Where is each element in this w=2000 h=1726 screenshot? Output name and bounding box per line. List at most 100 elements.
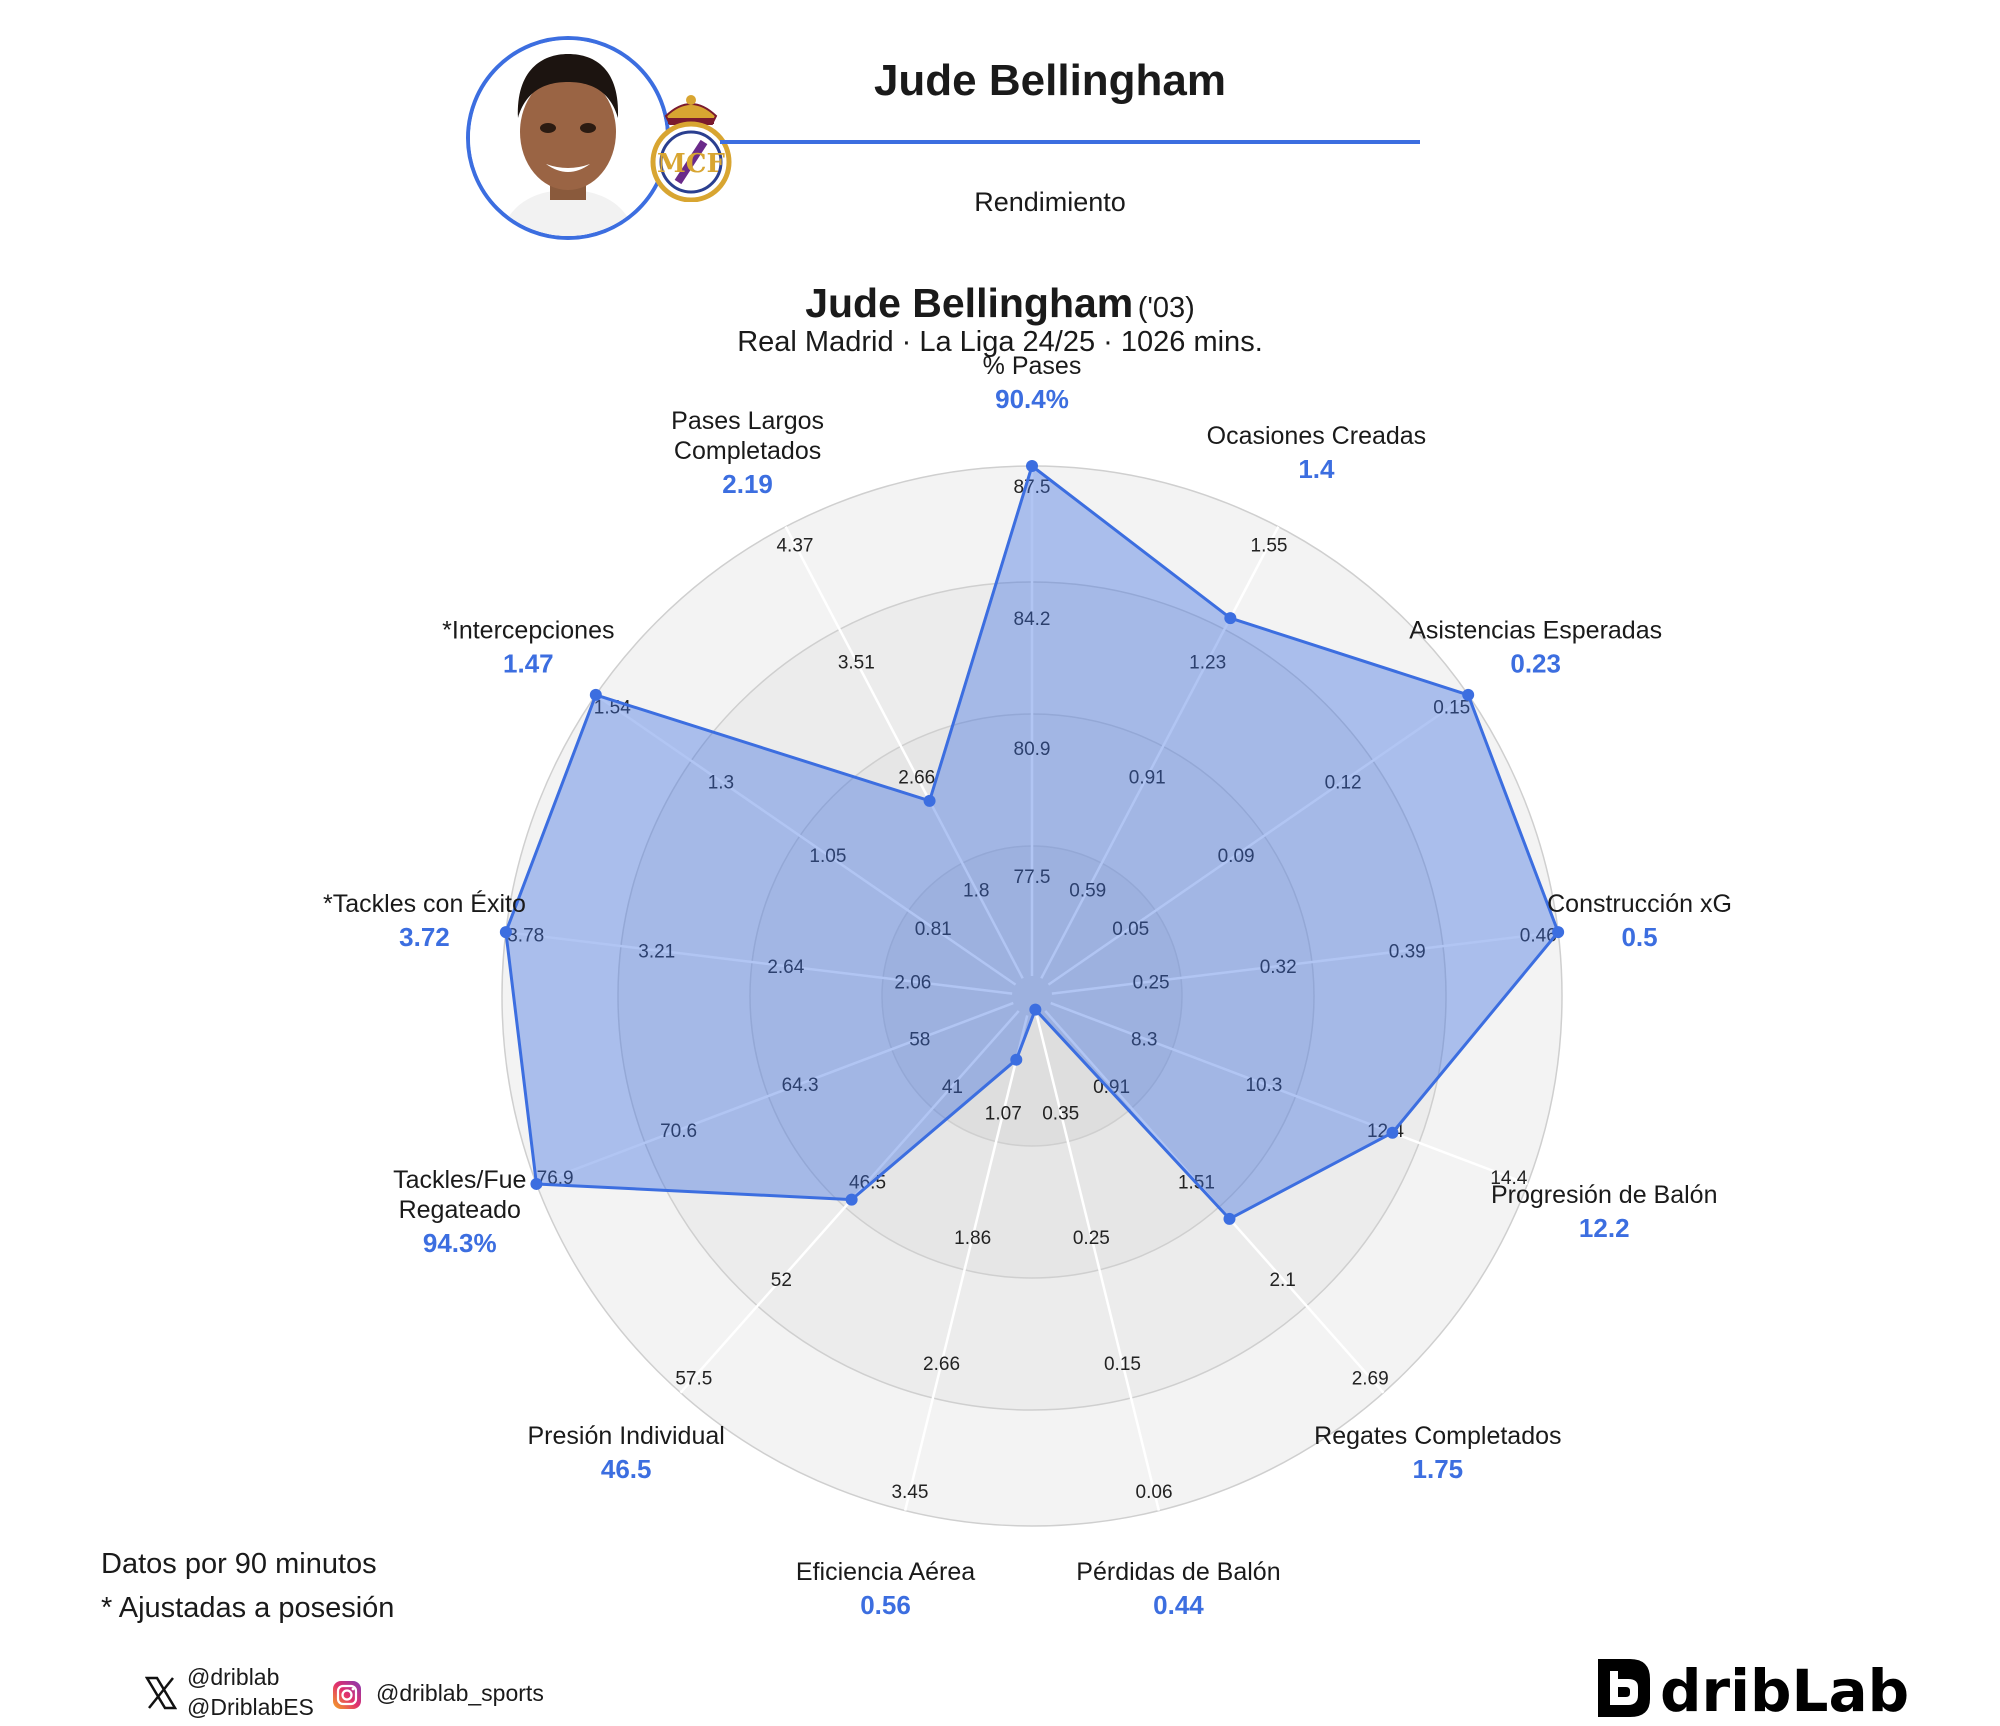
radar-tick-label: 2.06 [894,973,931,994]
radar-tick-label: 3.21 [638,941,675,962]
radar-tick-label: 4.37 [776,535,813,556]
radar-spoke [1047,693,1469,986]
radar-metric-label: Ocasiones Creadas [1207,422,1427,450]
radar-tick-label: 1.05 [809,846,846,867]
instagram-handle: @driblab_sports [376,1680,544,1706]
radar-tick-label: 0.09 [1218,846,1255,867]
radar-tick-label: 2.64 [767,957,804,978]
radar-metric-value: 94.3% [423,1228,497,1258]
radar-tick-label: 3.51 [838,652,875,673]
radar-value-area [504,464,1560,1221]
radar-spoke [1051,930,1559,995]
radar-metric-value: 3.72 [399,922,450,952]
radar-tick-label: 0.46 [1520,926,1557,947]
radar-spoke [903,1015,1029,1511]
radar-metric-value: 0.44 [1153,1590,1204,1620]
radar-point [923,794,936,807]
radar-tick-label: 1.23 [1189,652,1226,673]
radar-tick-label: 0.32 [1260,957,1297,978]
header-subtitle: Rendimiento [974,187,1126,217]
radar-tick-label: 57.5 [675,1369,712,1390]
radar-tick-label: 3.45 [891,1482,928,1503]
radar-spoke [505,930,1013,995]
radar-metric-label: Tackles/Fue [393,1166,526,1194]
radar-tick-label: 0.15 [1104,1354,1141,1375]
radar-metric-value: 0.23 [1510,648,1561,678]
radar-tick-label: 2.66 [898,767,935,788]
radar-tick-label: 0.35 [1042,1104,1079,1125]
radar-tick-label: 2.1 [1269,1270,1295,1291]
radar-value-points [499,460,1565,1225]
radar-tick-label: 14.4 [1490,1168,1527,1189]
radar-tick-label: 1.86 [954,1228,991,1249]
chart-subtitle: Real Madrid · La Liga 24/25 · 1026 mins. [737,326,1263,358]
radar-metric-label: Regates Completados [1314,1422,1561,1450]
radar-point [589,688,602,701]
radar-metric-value: 46.5 [601,1454,652,1484]
chart-title-name: Jude Bellingham [805,280,1134,326]
radar-tick-label: 0.91 [1129,767,1166,788]
radar-spoke [1040,526,1280,979]
radar-spoke [1035,1015,1161,1511]
radar-tick-label: 84.2 [1014,609,1051,630]
radar-metric-value: 1.47 [503,648,554,678]
radar-point [530,1177,543,1190]
radar-metric-label: *Tackles con Éxito [323,889,526,918]
radar-metric-value: 1.75 [1413,1454,1464,1484]
radar-tick-label: 1.07 [985,1104,1022,1125]
radar-metric-label: Pases Largos [671,407,824,435]
radar-tick-label: 0.59 [1069,881,1106,902]
radar-metric-value: 90.4% [995,384,1069,414]
radar-tick-label: 10.3 [1245,1075,1282,1096]
note-possession: * Ajustadas a posesión [101,1592,395,1624]
brand-wordmark: dribLab [1660,1657,1909,1721]
radar-spoke [535,1001,1014,1186]
radar-metric-labels: % Pases 90.4% Ocasiones Creadas 1.4 Asistenc… [323,352,1732,1620]
radar-point [1552,926,1565,939]
chart-title: Jude Bellingham ('03) [500,280,1500,327]
svg-text:MCF: MCF [657,149,725,179]
radar-spoke [595,693,1017,986]
radar-tick-label: 41 [942,1077,963,1098]
radar-tick-label: 0.05 [1112,919,1149,940]
radar-point [845,1193,858,1206]
radar-tick-label: 0.12 [1325,772,1362,793]
radar-tick-label: 64.3 [782,1075,819,1096]
x-logo-icon [145,1676,177,1710]
radar-tick-label: 0.25 [1133,973,1170,994]
radar-metric-label: Pérdidas de Balón [1076,1558,1280,1586]
radar-tick-label: 1.3 [708,772,734,793]
radar-spoke [1050,1001,1529,1186]
radar-point [1224,612,1237,625]
radar-grid-rings [501,465,1563,1527]
radar-tick-label: 0.81 [915,919,952,940]
radar-point [499,926,512,939]
radar-metric-label: % Pases [983,352,1082,380]
player-avatar [466,36,670,240]
radar-tick-label: 0.06 [1136,1482,1173,1503]
x-handle-primary: @driblab [187,1664,280,1690]
real-madrid-crest-icon: MCF [650,95,732,202]
radar-tick-label: 3.78 [507,926,544,947]
driblab-logo-icon: dribLab [1598,1657,1909,1721]
radar-tick-label: 2.66 [923,1354,960,1375]
radar-metric-value: 12.2 [1579,1213,1630,1243]
radar-metric-value: 0.5 [1621,922,1657,952]
radar-metric-label: Progresión de Balón [1491,1181,1718,1209]
radar-tick-label: 2.69 [1352,1369,1389,1390]
radar-metric-label: Completados [674,437,821,465]
radar-metric-label: Eficiencia Aérea [796,1558,975,1586]
radar-tick-label: 0.25 [1073,1228,1110,1249]
header-divider [720,140,1420,144]
x-handle-secondary: @DriblabES [187,1694,314,1720]
radar-tick-label: 80.9 [1014,739,1051,760]
radar-tick-label: 0.15 [1433,697,1470,718]
radar-metric-label: Construcción xG [1547,890,1732,918]
radar-tick-label: 0.39 [1389,941,1426,962]
radar-metric-label: Presión Individual [527,1422,724,1450]
radar-point [1223,1212,1236,1225]
radar-tick-label: 77.5 [1014,867,1051,888]
radar-tick-label: 8.3 [1131,1030,1157,1051]
radar-tick-label: 1.8 [963,881,989,902]
